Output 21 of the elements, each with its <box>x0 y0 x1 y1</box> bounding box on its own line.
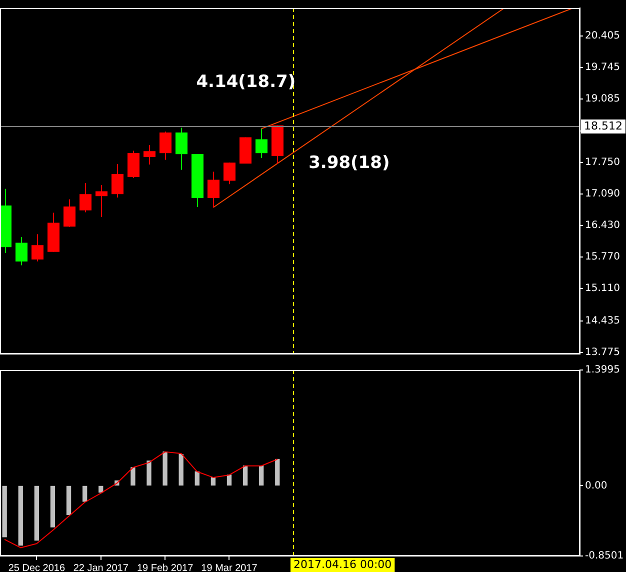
y-tick-label: 17.750 <box>585 157 620 168</box>
y-tick-label: 14.435 <box>585 315 620 326</box>
ref-line-label: 2017.04.16 00:00 <box>294 558 392 571</box>
y-tick-label: 20.405 <box>585 30 620 42</box>
ref-line-label: 18.512 <box>584 119 622 132</box>
x-tick-label: 19 Mar 2017 <box>201 562 258 572</box>
x-tick-label: 22 Jan 2017 <box>73 562 129 572</box>
annotation: 3.98(18) <box>308 153 390 174</box>
y-tick-label: 19.085 <box>585 94 620 105</box>
annotation: 4.14(18.7) <box>196 72 296 92</box>
x-tick-label: 25 Dec 2016 <box>8 562 66 572</box>
y-tick-label: 15.110 <box>585 283 620 294</box>
y-tick-label: -0.8501 <box>585 550 624 562</box>
x-tick-label: 19 Feb 2017 <box>136 562 194 572</box>
y-tick-label: 0.00 <box>585 480 608 492</box>
y-tick-label: 19.745 <box>585 62 620 74</box>
y-tick-label: 1.3995 <box>585 364 620 376</box>
y-tick-label: 15.770 <box>585 252 620 263</box>
y-tick-label: 17.090 <box>585 188 620 200</box>
y-tick-label: 16.430 <box>585 220 620 232</box>
y-tick-label: 13.775 <box>585 346 620 358</box>
